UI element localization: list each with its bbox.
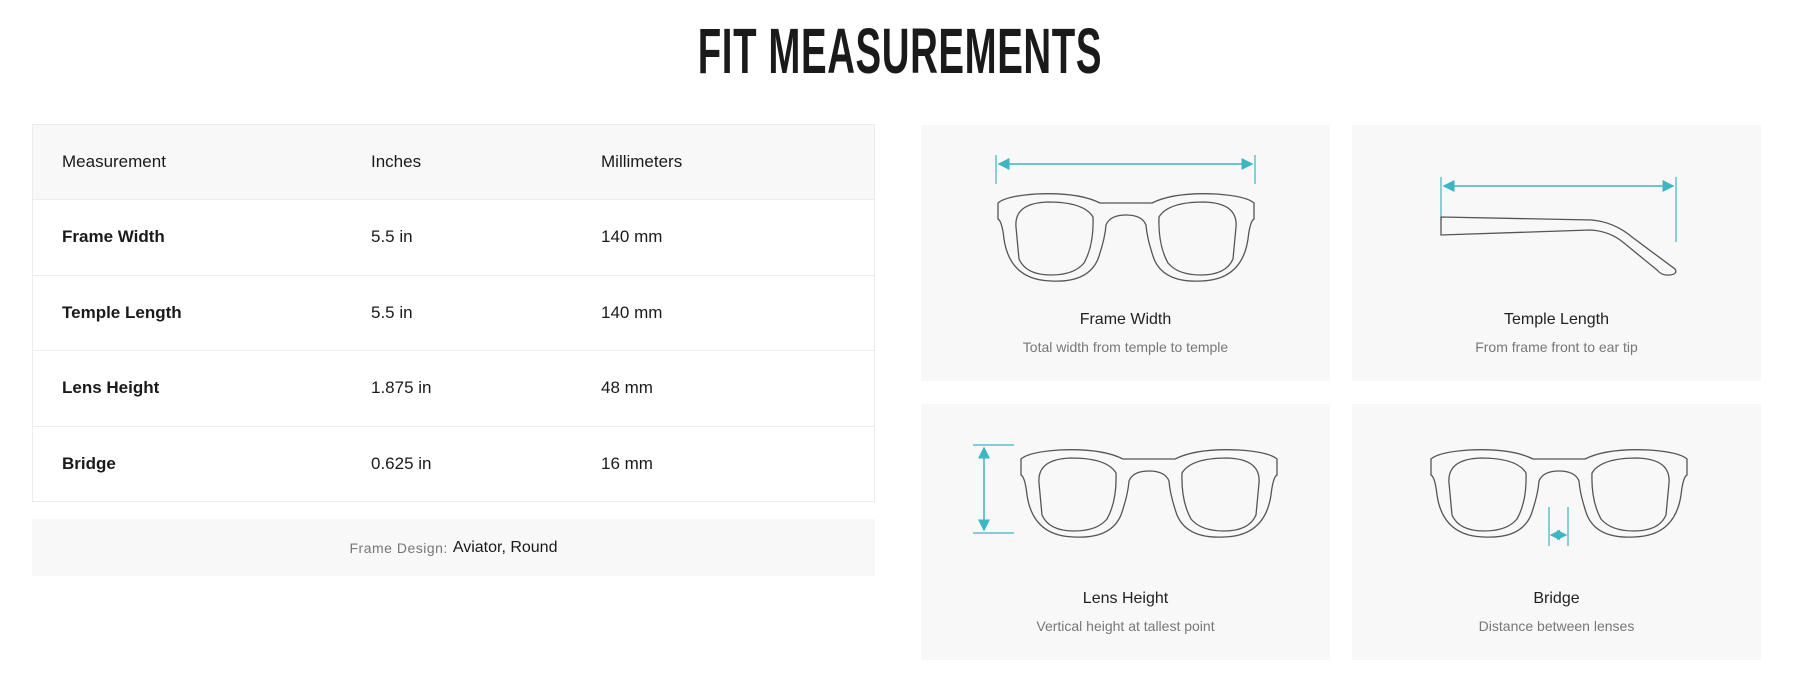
header-millimeters: Millimeters (601, 152, 683, 171)
measurements-table: Measurement Inches Millimeters Frame Wid… (32, 124, 875, 502)
lens-height-diagram-icon (973, 444, 1278, 538)
table-row: Lens Height 1.875 in 48 mm (33, 350, 874, 426)
row-name: Frame Width (62, 227, 165, 247)
header-inches: Inches (371, 152, 422, 171)
row-mm: 140 mm (601, 302, 663, 322)
bridge-diagram-icon (1430, 449, 1688, 546)
frame-design-info: Frame Design: Aviator, Round (32, 519, 875, 576)
card-title: Frame Width (1079, 311, 1172, 328)
row-inches: 5.5 in (371, 302, 413, 322)
temple-length-diagram-icon (1440, 177, 1677, 276)
table-row: Frame Width 5.5 in 140 mm (33, 199, 874, 275)
table-row: Temple Length 5.5 in 140 mm (33, 274, 874, 351)
row-name: Temple Length (62, 302, 182, 322)
table-row: Bridge 0.625 in 16 mm (33, 425, 874, 502)
card-lens-height: Lens Height Vertical height at tallest p… (921, 404, 1330, 660)
row-mm: 48 mm (601, 378, 653, 398)
frame-design-label: Frame Design: (349, 539, 448, 556)
card-frame-width: Frame Width Total width from temple to t… (921, 125, 1330, 381)
frame-width-diagram-icon (995, 155, 1256, 282)
card-bridge: Bridge Distance between lenses (1352, 404, 1761, 660)
header-measurement: Measurement (62, 152, 166, 171)
card-title: Temple Length (1504, 311, 1609, 328)
row-inches: 5.5 in (371, 227, 413, 247)
card-description: Total width from temple to temple (1022, 339, 1229, 355)
row-mm: 140 mm (601, 227, 663, 247)
card-title: Lens Height (1082, 590, 1169, 607)
frame-design-value: Aviator, Round (452, 538, 558, 556)
row-name: Bridge (62, 453, 116, 473)
row-mm: 16 mm (601, 453, 653, 473)
card-title: Bridge (1533, 590, 1580, 607)
card-description: Vertical height at tallest point (1036, 618, 1215, 634)
row-name: Lens Height (62, 378, 160, 398)
card-description: Distance between lenses (1478, 618, 1635, 634)
row-inches: 0.625 in (371, 453, 432, 473)
page-title: FIT MEASUREMENTS (697, 15, 1103, 87)
card-description: From frame front to ear tip (1475, 339, 1638, 355)
card-temple-length: Temple Length From frame front to ear ti… (1352, 125, 1761, 381)
row-inches: 1.875 in (371, 378, 432, 398)
table-header: Measurement Inches Millimeters (33, 125, 874, 199)
